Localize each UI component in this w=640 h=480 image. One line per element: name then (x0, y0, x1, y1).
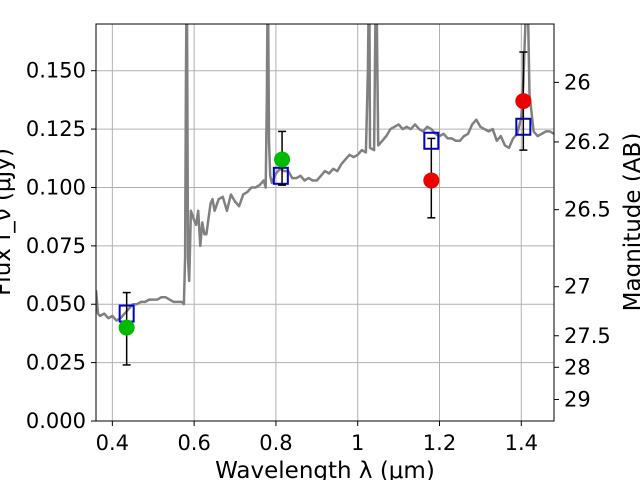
spectrum-line (96, 24, 554, 322)
right-tick-label: 29 (564, 388, 591, 412)
y-tick-label: 0.050 (26, 292, 86, 316)
right-tick-label: 26 (564, 70, 591, 94)
y-tick-label: 0.125 (26, 117, 86, 141)
observed-point (423, 172, 440, 189)
right-tick-label: 26.5 (564, 198, 611, 222)
observed-point (118, 319, 135, 336)
right-tick-label: 27.5 (564, 324, 611, 348)
x-tick-label: 1 (351, 431, 364, 455)
observed-point (515, 93, 532, 110)
x-tick-label: 0.6 (177, 431, 210, 455)
x-tick-label: 0.8 (259, 431, 292, 455)
y-tick-label: 0.100 (26, 175, 86, 199)
y-tick-label: 0.000 (26, 409, 86, 433)
x-axis-label: Wavelength λ (μm) (215, 458, 435, 480)
observed-point (274, 151, 291, 168)
spectrum-layer (96, 24, 554, 322)
x-tick-label: 1.2 (423, 431, 456, 455)
x-axis-ticks: 0.4 0.6 0.8 1 1.2 1.4 (96, 421, 538, 455)
right-axis-ticks: 26 26.2 26.5 27 27.5 28 29 (554, 70, 611, 412)
model-box-marker (272, 166, 289, 185)
right-tick-label: 27 (564, 275, 591, 299)
marker-layer (118, 51, 532, 366)
x-tick-label: 0.4 (96, 431, 129, 455)
y-axis-label-left: Flux f_ν (μJy) (0, 148, 16, 296)
y-tick-label: 0.150 (26, 59, 86, 83)
right-tick-label: 28 (564, 355, 591, 379)
y-tick-label: 0.025 (26, 351, 86, 375)
grid-lines (96, 24, 554, 422)
y-axis-ticks: 0.000 0.025 0.050 0.075 0.100 0.125 0.150 (26, 59, 96, 433)
plot-frame (95, 23, 555, 422)
x-tick-label: 1.4 (505, 431, 538, 455)
y-tick-label: 0.075 (26, 234, 86, 258)
right-tick-label: 26.2 (564, 130, 611, 154)
y-axis-label-right: Magnitude (AB) (620, 133, 640, 312)
